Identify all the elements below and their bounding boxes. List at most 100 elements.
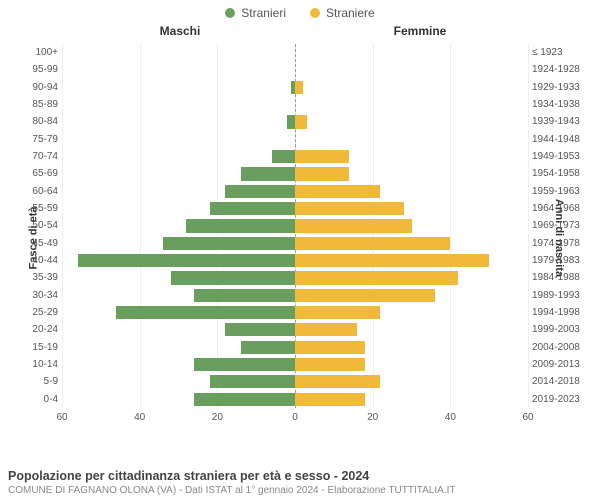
bar-female <box>295 306 380 319</box>
x-tick: 60 <box>56 412 67 423</box>
bar-female-wrap <box>295 44 528 61</box>
bar-male <box>116 306 295 319</box>
bar-area <box>62 113 528 130</box>
bar-female <box>295 115 307 128</box>
bar-male-wrap <box>62 165 295 182</box>
bar-female-wrap <box>295 373 528 390</box>
age-label: 50-54 <box>20 220 58 231</box>
birth-year-label: 1939-1943 <box>532 116 590 127</box>
bar-male <box>287 115 295 128</box>
age-label: 15-19 <box>20 342 58 353</box>
x-tick: 40 <box>134 412 145 423</box>
bar-female-wrap <box>295 183 528 200</box>
bar-area <box>62 148 528 165</box>
age-label: 75-79 <box>20 134 58 145</box>
bar-female <box>295 358 365 371</box>
bar-area <box>62 391 528 408</box>
legend-swatch-female <box>310 8 320 18</box>
bar-male <box>78 254 295 267</box>
bar-female-wrap <box>295 235 528 252</box>
bar-female <box>295 341 365 354</box>
panel-titles: Maschi Femmine <box>0 24 600 38</box>
bar-area <box>62 269 528 286</box>
bar-female-wrap <box>295 96 528 113</box>
birth-year-label: 1964-1968 <box>532 203 590 214</box>
x-tick: 60 <box>522 412 533 423</box>
bar-male-wrap <box>62 304 295 321</box>
age-label: 0-4 <box>20 394 58 405</box>
age-label: 55-59 <box>20 203 58 214</box>
bar-male-wrap <box>62 252 295 269</box>
legend-item-female: Straniere <box>310 6 375 20</box>
bar-male-wrap <box>62 217 295 234</box>
age-label: 25-29 <box>20 307 58 318</box>
bar-area <box>62 96 528 113</box>
bar-female-wrap <box>295 61 528 78</box>
age-label: 80-84 <box>20 116 58 127</box>
pyramid-row: 65-691954-1958 <box>62 165 528 182</box>
bar-area <box>62 321 528 338</box>
legend: Stranieri Straniere <box>0 0 600 20</box>
x-axis: 6040200204060 <box>62 412 528 426</box>
bar-area <box>62 235 528 252</box>
birth-year-label: 1999-2003 <box>532 324 590 335</box>
birth-year-label: 1979-1983 <box>532 255 590 266</box>
x-tick: 40 <box>445 412 456 423</box>
age-label: 35-39 <box>20 272 58 283</box>
bar-female-wrap <box>295 356 528 373</box>
footer: Popolazione per cittadinanza straniera p… <box>8 469 592 496</box>
bar-female-wrap <box>295 200 528 217</box>
pyramid-row: 70-741949-1953 <box>62 148 528 165</box>
bar-male <box>241 341 295 354</box>
bar-area <box>62 356 528 373</box>
pyramid-row: 35-391984-1988 <box>62 269 528 286</box>
age-label: 85-89 <box>20 99 58 110</box>
birth-year-label: 1989-1993 <box>532 290 590 301</box>
bar-area <box>62 131 528 148</box>
bar-male-wrap <box>62 131 295 148</box>
bar-male-wrap <box>62 148 295 165</box>
pyramid-row: 90-941929-1933 <box>62 79 528 96</box>
legend-label-male: Stranieri <box>241 6 286 20</box>
pyramid-rows: 100+≤ 192395-991924-192890-941929-193385… <box>62 44 528 408</box>
bar-area <box>62 61 528 78</box>
bar-female-wrap <box>295 79 528 96</box>
bar-male <box>194 393 295 406</box>
bar-female <box>295 185 380 198</box>
bar-male <box>163 237 295 250</box>
chart-title: Popolazione per cittadinanza straniera p… <box>8 469 592 483</box>
bar-male <box>210 202 295 215</box>
bar-male-wrap <box>62 373 295 390</box>
bar-male-wrap <box>62 61 295 78</box>
panel-title-female: Femmine <box>300 24 600 38</box>
bar-male-wrap <box>62 287 295 304</box>
bar-male <box>210 375 295 388</box>
bar-female-wrap <box>295 131 528 148</box>
pyramid-row: 100+≤ 1923 <box>62 44 528 61</box>
bar-female <box>295 150 349 163</box>
bar-female <box>295 237 450 250</box>
bar-male-wrap <box>62 200 295 217</box>
bar-male-wrap <box>62 183 295 200</box>
birth-year-label: 1994-1998 <box>532 307 590 318</box>
pyramid-row: 55-591964-1968 <box>62 200 528 217</box>
pyramid-row: 85-891934-1938 <box>62 96 528 113</box>
age-label: 20-24 <box>20 324 58 335</box>
chart: Fasce di età Anni di nascita 100+≤ 19239… <box>0 38 600 438</box>
bar-area <box>62 252 528 269</box>
pyramid-row: 25-291994-1998 <box>62 304 528 321</box>
birth-year-label: ≤ 1923 <box>532 47 590 58</box>
bar-female <box>295 289 435 302</box>
bar-area <box>62 183 528 200</box>
birth-year-label: 1954-1958 <box>532 168 590 179</box>
age-label: 100+ <box>20 47 58 58</box>
x-tick: 20 <box>367 412 378 423</box>
age-label: 95-99 <box>20 64 58 75</box>
bar-male-wrap <box>62 113 295 130</box>
age-label: 40-44 <box>20 255 58 266</box>
bar-area <box>62 304 528 321</box>
bar-male-wrap <box>62 96 295 113</box>
birth-year-label: 1929-1933 <box>532 82 590 93</box>
pyramid-row: 80-841939-1943 <box>62 113 528 130</box>
birth-year-label: 1959-1963 <box>532 186 590 197</box>
